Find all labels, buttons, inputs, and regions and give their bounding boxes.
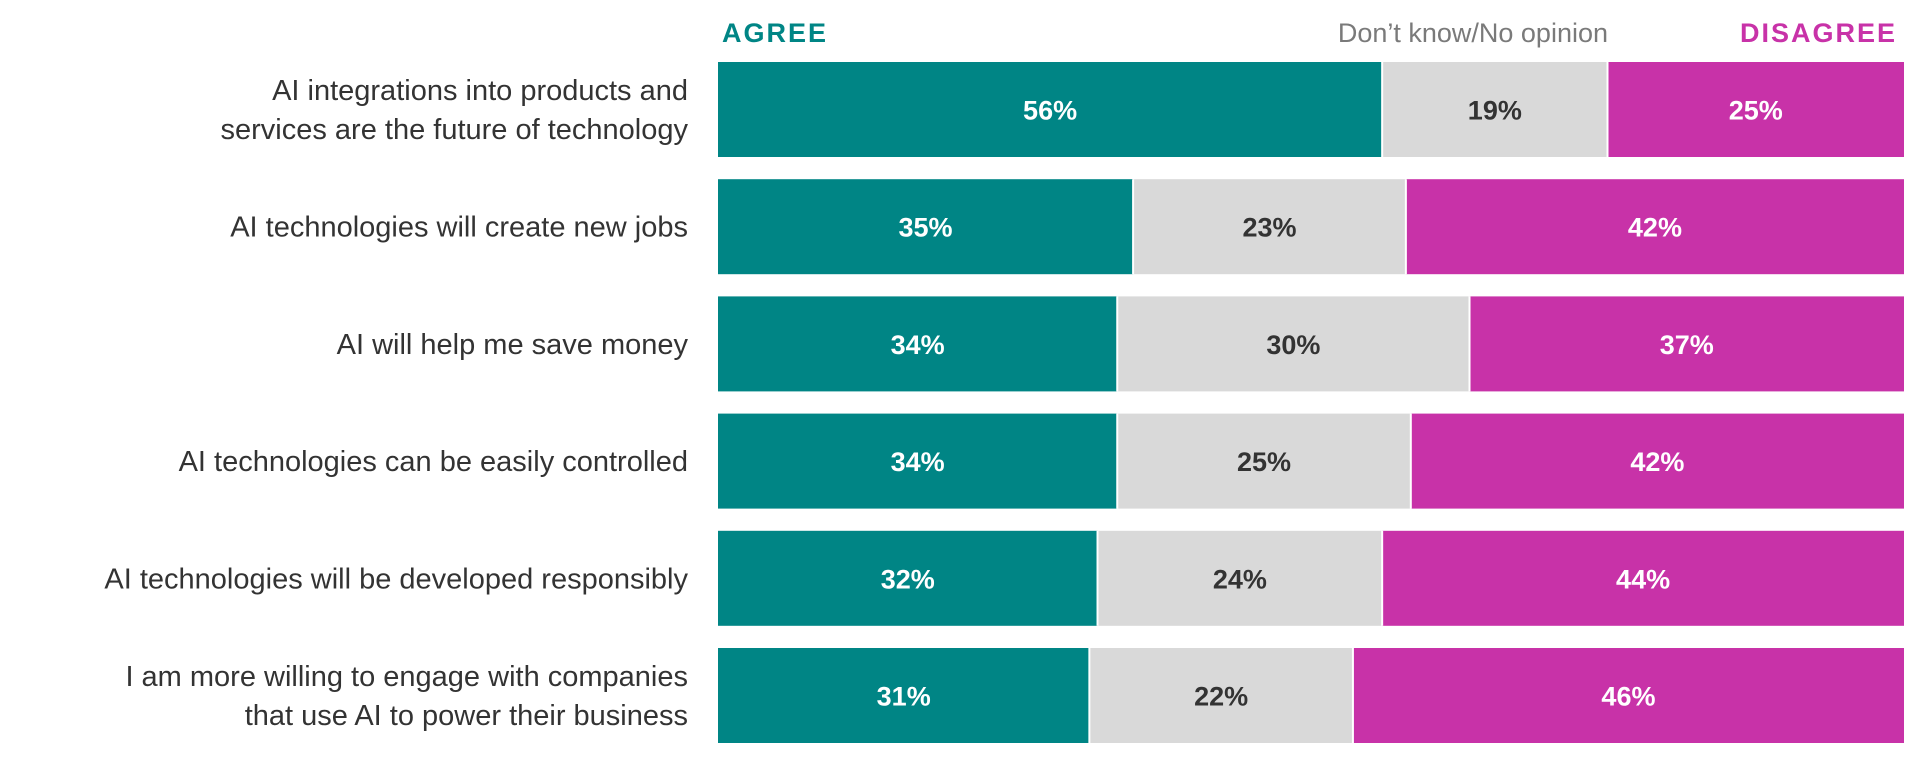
bar-segment-disagree — [1382, 530, 1904, 626]
category-label: AI integrations into products and — [272, 75, 688, 107]
data-label: 25% — [1729, 96, 1783, 126]
bar-segment-agree — [718, 296, 1118, 392]
category-label: services are the future of technology — [221, 114, 689, 146]
bar-segment-disagree — [1607, 62, 1904, 157]
category-label: AI technologies will be developed respon… — [104, 563, 688, 595]
bar-segment-agree — [718, 648, 1090, 743]
bar-segment-disagree — [1352, 648, 1904, 743]
legend-agree: AGREE — [722, 18, 828, 48]
bar-segment-dont-know — [1382, 62, 1608, 157]
bar-row: AI will help me save money 34% 30% 37% — [337, 296, 1904, 392]
bar-segment-agree — [718, 413, 1118, 509]
bar-segment-disagree — [1405, 179, 1904, 275]
bar-segment-dont-know — [1117, 296, 1470, 392]
data-label: 19% — [1468, 96, 1522, 126]
bar-segment-agree — [718, 530, 1098, 626]
data-label: 34% — [891, 330, 945, 360]
bar-row: AI technologies will be developed respon… — [104, 530, 1904, 626]
data-label: 25% — [1237, 447, 1291, 477]
category-label: AI technologies can be easily controlled — [179, 446, 688, 478]
bar-segment-dont-know — [1117, 413, 1411, 509]
data-label: 22% — [1194, 682, 1248, 712]
bar-segment-disagree — [1410, 413, 1904, 509]
bar-row: AI technologies can be easily controlled… — [179, 413, 1904, 509]
category-label: I am more willing to engage with compani… — [125, 661, 688, 693]
data-label: 35% — [899, 213, 953, 243]
data-label: 42% — [1628, 213, 1682, 243]
data-label: 34% — [891, 447, 945, 477]
data-label: 46% — [1601, 682, 1655, 712]
bar-segment-dont-know — [1133, 179, 1406, 275]
bar-segment-dont-know — [1089, 648, 1353, 743]
bar-rows: AI integrations into products and service… — [104, 62, 1904, 743]
bar-row: AI technologies will create new jobs 35% 2… — [230, 179, 1904, 275]
bar-row: I am more willing to engage with compani… — [125, 648, 1904, 743]
category-label: AI will help me save money — [337, 329, 689, 361]
data-label: 44% — [1616, 564, 1670, 594]
bar-segment-agree — [718, 62, 1383, 157]
bar-row: AI integrations into products and service… — [221, 62, 1904, 157]
bar-segment-agree — [718, 179, 1134, 275]
data-label: 42% — [1630, 447, 1684, 477]
category-label: that use AI to power their business — [245, 700, 688, 732]
data-label: 37% — [1660, 330, 1714, 360]
data-label: 23% — [1242, 213, 1296, 243]
data-label: 31% — [877, 682, 931, 712]
legend-disagree: DISAGREE — [1740, 18, 1897, 48]
legend-dont-know: Don’t know/No opinion — [1338, 18, 1608, 48]
bar-segment-dont-know — [1097, 530, 1383, 626]
category-label: AI technologies will create new jobs — [230, 212, 688, 244]
data-label: 30% — [1266, 330, 1320, 360]
data-label: 24% — [1213, 564, 1267, 594]
bar-segment-disagree — [1469, 296, 1904, 392]
data-label: 32% — [881, 564, 935, 594]
data-label: 56% — [1023, 96, 1077, 126]
